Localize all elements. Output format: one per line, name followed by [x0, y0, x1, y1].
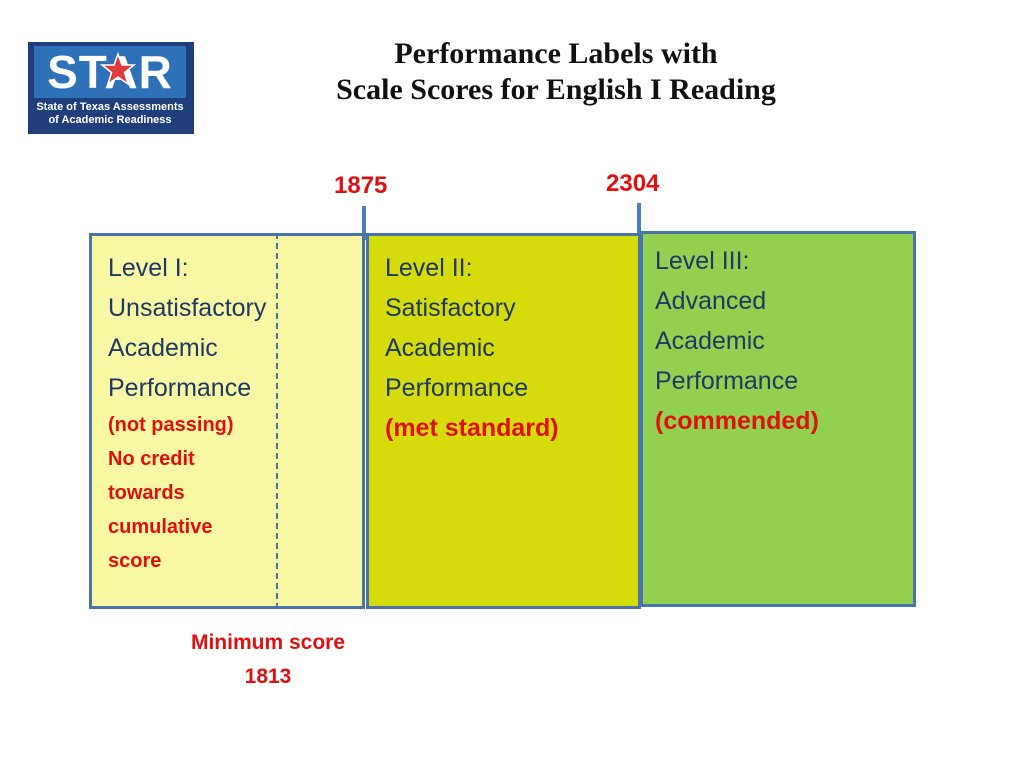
level-2-line: Satisfactory [385, 294, 516, 322]
page-title: Performance Labels with Scale Scores for… [256, 36, 856, 108]
level-1-note: towards [108, 482, 185, 504]
star-logo: STAR State of Texas Assessments of Acade… [28, 42, 194, 134]
level-1-line: Academic [108, 334, 218, 362]
logo-subtitle-line1: State of Texas Assessments [36, 101, 184, 113]
level-1-line: Performance [108, 374, 252, 402]
level-3-text: Level III: Advanced Academic Performance… [655, 241, 819, 441]
level-2-box [366, 233, 641, 609]
level-3-line: Advanced [655, 287, 767, 315]
minimum-score-value: 1813 [244, 665, 292, 688]
minimum-score-text: Minimum score [190, 631, 346, 654]
level-1-note: No credit [108, 448, 195, 470]
level-2-note: (met standard) [385, 414, 559, 442]
marker-tick-1875 [362, 206, 366, 240]
level-1-note: score [108, 550, 162, 572]
minimum-score-label: Minimum score 1813 [168, 626, 368, 694]
level-2-line: Performance [385, 374, 529, 402]
minimum-score-line [276, 233, 278, 609]
marker-tick-2304 [637, 203, 641, 239]
level-1-line: Unsatisfactory [108, 294, 267, 322]
level-3-line: Academic [655, 327, 765, 355]
level-3-heading: Level III: [655, 247, 750, 275]
logo-title: STAR [34, 46, 186, 98]
level-1-text: Level I: Unsatisfactory Academic Perform… [108, 248, 266, 578]
level-3-note: (commended) [655, 407, 819, 435]
level-2-line: Academic [385, 334, 495, 362]
marker-label-2304: 2304 [606, 170, 660, 197]
marker-label-1875: 1875 [334, 172, 388, 199]
level-1-heading: Level I: [108, 254, 189, 282]
level-1-box [89, 233, 365, 609]
star-icon [100, 52, 136, 86]
logo-subtitle: State of Texas Assessments of Academic R… [34, 101, 186, 127]
level-3-box [640, 231, 916, 607]
level-2-heading: Level II: [385, 254, 473, 282]
title-line2: Scale Scores for English I Reading [336, 73, 776, 106]
level-3-line: Performance [655, 367, 799, 395]
logo-subtitle-line2: of Academic Readiness [48, 114, 172, 126]
level-1-note: cumulative [108, 516, 213, 538]
title-line1: Performance Labels with [394, 37, 718, 70]
level-1-note: (not passing) [108, 414, 234, 436]
level-2-text: Level II: Satisfactory Academic Performa… [385, 248, 559, 448]
